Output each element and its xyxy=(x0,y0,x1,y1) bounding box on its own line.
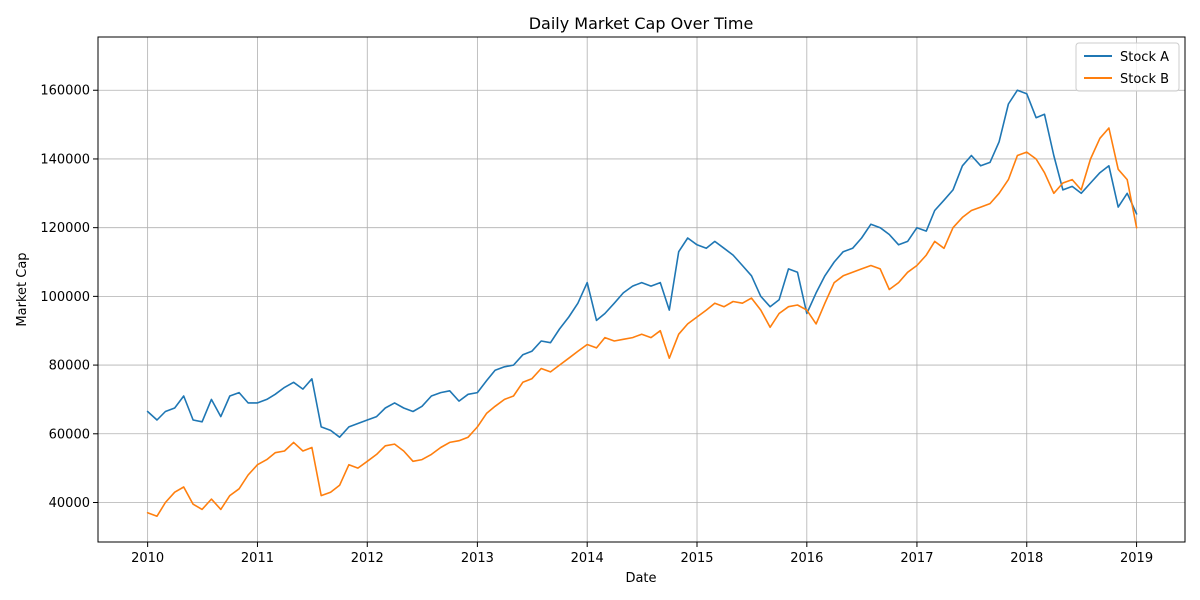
x-tick-label: 2016 xyxy=(790,551,823,566)
legend-label-stock-a: Stock A xyxy=(1120,50,1169,65)
x-tick-label: 2010 xyxy=(131,551,164,566)
y-tick-label: 40000 xyxy=(49,496,90,511)
legend-label-stock-b: Stock B xyxy=(1120,72,1169,87)
x-axis-ticks: 2010 2011 2012 2013 2014 2015 2016 2017 2018 2019 xyxy=(131,542,1153,566)
x-tick-label: 2015 xyxy=(680,551,713,566)
series-line-stock-a xyxy=(146,89,1138,439)
y-tick-label: 120000 xyxy=(40,221,90,236)
series-lines xyxy=(146,89,1138,518)
x-tick-label: 2011 xyxy=(241,551,274,566)
x-tick-label: 2012 xyxy=(351,551,384,566)
x-tick-label: 2017 xyxy=(900,551,933,566)
grid-lines xyxy=(98,37,1185,542)
x-axis-title: Date xyxy=(625,571,656,586)
series-line-stock-b xyxy=(146,127,1138,518)
y-tick-label: 160000 xyxy=(40,84,90,99)
y-tick-label: 80000 xyxy=(49,359,90,374)
y-axis-ticks: 40000 60000 80000 100000 120000 140000 160000 xyxy=(40,84,98,511)
x-tick-label: 2019 xyxy=(1120,551,1153,566)
y-axis-title: Market Cap xyxy=(15,252,30,326)
y-tick-label: 60000 xyxy=(49,427,90,442)
y-tick-label: 140000 xyxy=(40,152,90,167)
y-tick-label: 100000 xyxy=(40,290,90,305)
legend: Stock A Stock B xyxy=(1075,42,1180,92)
plot-area-frame xyxy=(97,36,1186,543)
x-tick-label: 2018 xyxy=(1010,551,1043,566)
chart-title: Daily Market Cap Over Time xyxy=(529,14,754,33)
x-tick-label: 2014 xyxy=(571,551,604,566)
x-tick-label: 2013 xyxy=(461,551,494,566)
